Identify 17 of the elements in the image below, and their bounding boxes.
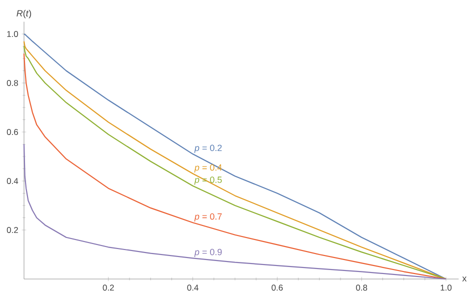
x-tick-label: 1.0 <box>440 284 452 291</box>
x-tick-label: 0.4 <box>187 284 198 291</box>
series-label: p = 0.2 <box>194 144 222 153</box>
line-series <box>23 144 447 280</box>
y-axis-title: R(t) <box>16 10 32 18</box>
y-tick-label: 0.6 <box>6 129 18 135</box>
y-tick-label: 0.2 <box>6 227 18 233</box>
series-label: p = 0.9 <box>194 248 222 257</box>
y-tick-label: 1.0 <box>7 31 18 37</box>
y-tick-label: 0.4 <box>6 178 18 184</box>
series-label: p = 0.7 <box>194 213 222 222</box>
x-axis-title: x <box>462 276 467 282</box>
x-tick-label: 0.6 <box>272 284 283 291</box>
y-tick-label: 0.8 <box>6 80 18 86</box>
x-tick-label: 0.2 <box>102 284 114 291</box>
series-label: p = 0.5 <box>194 176 222 185</box>
x-tick-label: 0.8 <box>356 284 368 291</box>
